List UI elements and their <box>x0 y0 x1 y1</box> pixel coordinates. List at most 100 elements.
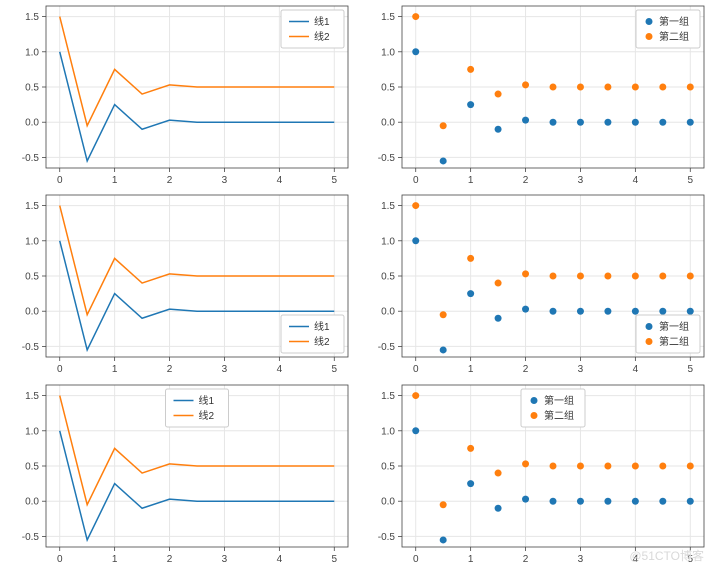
xtick-label: 5 <box>687 364 693 375</box>
series2-marker <box>550 462 557 469</box>
ytick-label: 1.0 <box>381 426 395 437</box>
scatter-subplot: 012345-0.50.00.51.01.5第一组第二组 <box>356 189 712 378</box>
ytick-label: 0.0 <box>25 118 39 129</box>
xtick-label: 1 <box>112 554 118 565</box>
legend: 线1线2 <box>281 315 344 353</box>
series2-marker <box>577 273 584 280</box>
legend-label: 线1 <box>314 320 330 333</box>
xtick-label: 4 <box>633 364 639 375</box>
series2-marker <box>687 462 694 469</box>
ytick-label: 0.5 <box>381 83 395 94</box>
series1-marker <box>577 308 584 315</box>
legend-label: 线1 <box>314 15 330 28</box>
xtick-label: 4 <box>633 175 639 186</box>
series2-marker <box>522 271 529 278</box>
ytick-label: 0.0 <box>381 496 395 507</box>
series1-marker <box>440 157 447 164</box>
series2-marker <box>550 84 557 91</box>
ytick-label: 0.0 <box>381 118 395 129</box>
line-subplot: 012345-0.50.00.51.01.5线1线2 <box>0 379 356 568</box>
xtick-label: 5 <box>331 364 337 375</box>
series1-marker <box>412 238 419 245</box>
series2-marker <box>604 84 611 91</box>
series1-marker <box>467 101 474 108</box>
series1-marker <box>550 308 557 315</box>
series1-marker <box>467 480 474 487</box>
series1-marker <box>632 497 639 504</box>
series2-marker <box>632 462 639 469</box>
series1-marker <box>604 119 611 126</box>
xtick-label: 3 <box>578 175 584 186</box>
line-subplot: 012345-0.50.00.51.01.5线1线2 <box>0 0 356 189</box>
series1-marker <box>522 306 529 313</box>
xtick-label: 3 <box>222 175 228 186</box>
legend-label: 线2 <box>314 335 330 348</box>
legend-label: 第一组 <box>544 394 574 407</box>
series2-marker <box>659 273 666 280</box>
xtick-label: 5 <box>331 175 337 186</box>
xtick-label: 4 <box>633 554 639 565</box>
ytick-label: 1.0 <box>381 47 395 58</box>
series1-marker <box>687 119 694 126</box>
series2-marker <box>577 462 584 469</box>
ytick-label: -0.5 <box>22 532 40 543</box>
legend-label: 第一组 <box>659 15 689 28</box>
series2-marker <box>659 84 666 91</box>
legend-marker-sample <box>531 397 538 404</box>
xtick-label: 5 <box>687 554 693 565</box>
series2-marker <box>604 273 611 280</box>
legend-label: 第二组 <box>544 409 574 422</box>
series2-marker <box>522 460 529 467</box>
series1-marker <box>495 315 502 322</box>
xtick-label: 1 <box>468 175 474 186</box>
line-subplot: 012345-0.50.00.51.01.5线1线2 <box>0 189 356 378</box>
xtick-label: 1 <box>112 175 118 186</box>
legend-marker-sample <box>646 18 653 25</box>
xtick-label: 4 <box>277 364 283 375</box>
series2-marker <box>495 91 502 98</box>
ytick-label: 0.5 <box>381 461 395 472</box>
series1-marker <box>687 497 694 504</box>
ytick-label: 0.5 <box>25 272 39 283</box>
series2-marker <box>412 392 419 399</box>
ytick-label: 1.5 <box>381 391 395 402</box>
xtick-label: 0 <box>413 554 419 565</box>
ytick-label: 1.5 <box>25 12 39 23</box>
series2-marker <box>522 81 529 88</box>
series1-marker <box>550 119 557 126</box>
series1-marker <box>467 290 474 297</box>
legend-label: 线2 <box>314 30 330 43</box>
xtick-label: 0 <box>57 554 63 565</box>
ytick-label: 1.0 <box>25 237 39 248</box>
ytick-label: 0.5 <box>25 461 39 472</box>
ytick-label: -0.5 <box>378 532 396 543</box>
scatter-subplot: 012345-0.50.00.51.01.5第一组第二组 <box>356 379 712 568</box>
ytick-label: 1.5 <box>381 12 395 23</box>
legend: 线1线2 <box>166 389 229 427</box>
xtick-label: 3 <box>222 554 228 565</box>
series2-marker <box>687 84 694 91</box>
ytick-label: 1.0 <box>381 237 395 248</box>
series1-marker <box>632 119 639 126</box>
xtick-label: 1 <box>468 364 474 375</box>
xtick-label: 0 <box>413 364 419 375</box>
scatter-subplot: 012345-0.50.00.51.01.5第一组第二组 <box>356 0 712 189</box>
xtick-label: 2 <box>523 554 529 565</box>
ytick-label: 1.0 <box>25 426 39 437</box>
xtick-label: 1 <box>112 364 118 375</box>
ytick-label: 0.0 <box>381 307 395 318</box>
xtick-label: 3 <box>222 364 228 375</box>
series2-marker <box>495 280 502 287</box>
legend: 线1线2 <box>281 10 344 48</box>
legend: 第一组第二组 <box>636 315 700 353</box>
legend-label: 线2 <box>199 409 215 422</box>
legend-label: 第一组 <box>659 320 689 333</box>
ytick-label: 0.5 <box>25 83 39 94</box>
ytick-label: 1.5 <box>25 391 39 402</box>
series2-marker <box>632 273 639 280</box>
series2-marker <box>440 122 447 129</box>
series2-marker <box>550 273 557 280</box>
series1-marker <box>440 536 447 543</box>
ytick-label: -0.5 <box>22 153 40 164</box>
series2-marker <box>687 273 694 280</box>
